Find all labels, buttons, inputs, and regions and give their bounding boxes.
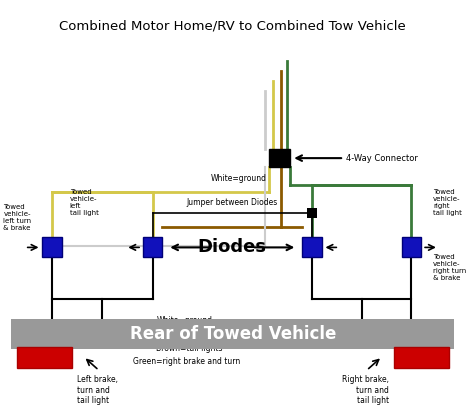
Text: Green=right brake and turn: Green=right brake and turn	[133, 357, 240, 366]
Text: Rear of Towed Vehicle: Rear of Towed Vehicle	[129, 325, 336, 343]
Text: White=ground: White=ground	[211, 174, 267, 183]
Bar	[394, 347, 448, 369]
Bar	[307, 208, 317, 217]
Bar	[17, 347, 72, 369]
Bar	[11, 319, 455, 349]
Text: Towed
vehicle-
right
tail light: Towed vehicle- right tail light	[433, 189, 462, 216]
Text: Jumper between Diodes: Jumper between Diodes	[187, 198, 278, 207]
Text: Right brake,
turn and
tail light: Right brake, turn and tail light	[342, 376, 389, 405]
Text: Yellow=left brake and turn: Yellow=left brake and turn	[133, 330, 235, 339]
Bar	[269, 149, 291, 167]
Bar	[401, 237, 421, 257]
Text: Towed
vehicle-
left turn
& brake: Towed vehicle- left turn & brake	[3, 204, 31, 231]
Text: Brown=tail lights: Brown=tail lights	[156, 344, 223, 353]
Bar	[42, 237, 62, 257]
Text: 4-Way Connector: 4-Way Connector	[346, 154, 418, 163]
Text: Towed
vehicle-
right turn
& brake: Towed vehicle- right turn & brake	[433, 254, 466, 281]
Text: White=ground: White=ground	[156, 316, 212, 325]
Text: Diodes: Diodes	[198, 238, 267, 256]
Bar	[302, 237, 322, 257]
Bar	[143, 237, 163, 257]
Text: Left brake,
turn and
tail light: Left brake, turn and tail light	[77, 376, 118, 405]
Text: Towed
vehicle-
left
tail light: Towed vehicle- left tail light	[70, 189, 99, 216]
Text: Combined Motor Home/RV to Combined Tow Vehicle: Combined Motor Home/RV to Combined Tow V…	[59, 19, 406, 32]
